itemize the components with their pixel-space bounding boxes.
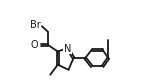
Text: O: O — [31, 40, 38, 50]
Text: Br: Br — [30, 20, 41, 30]
Text: N: N — [64, 44, 71, 54]
